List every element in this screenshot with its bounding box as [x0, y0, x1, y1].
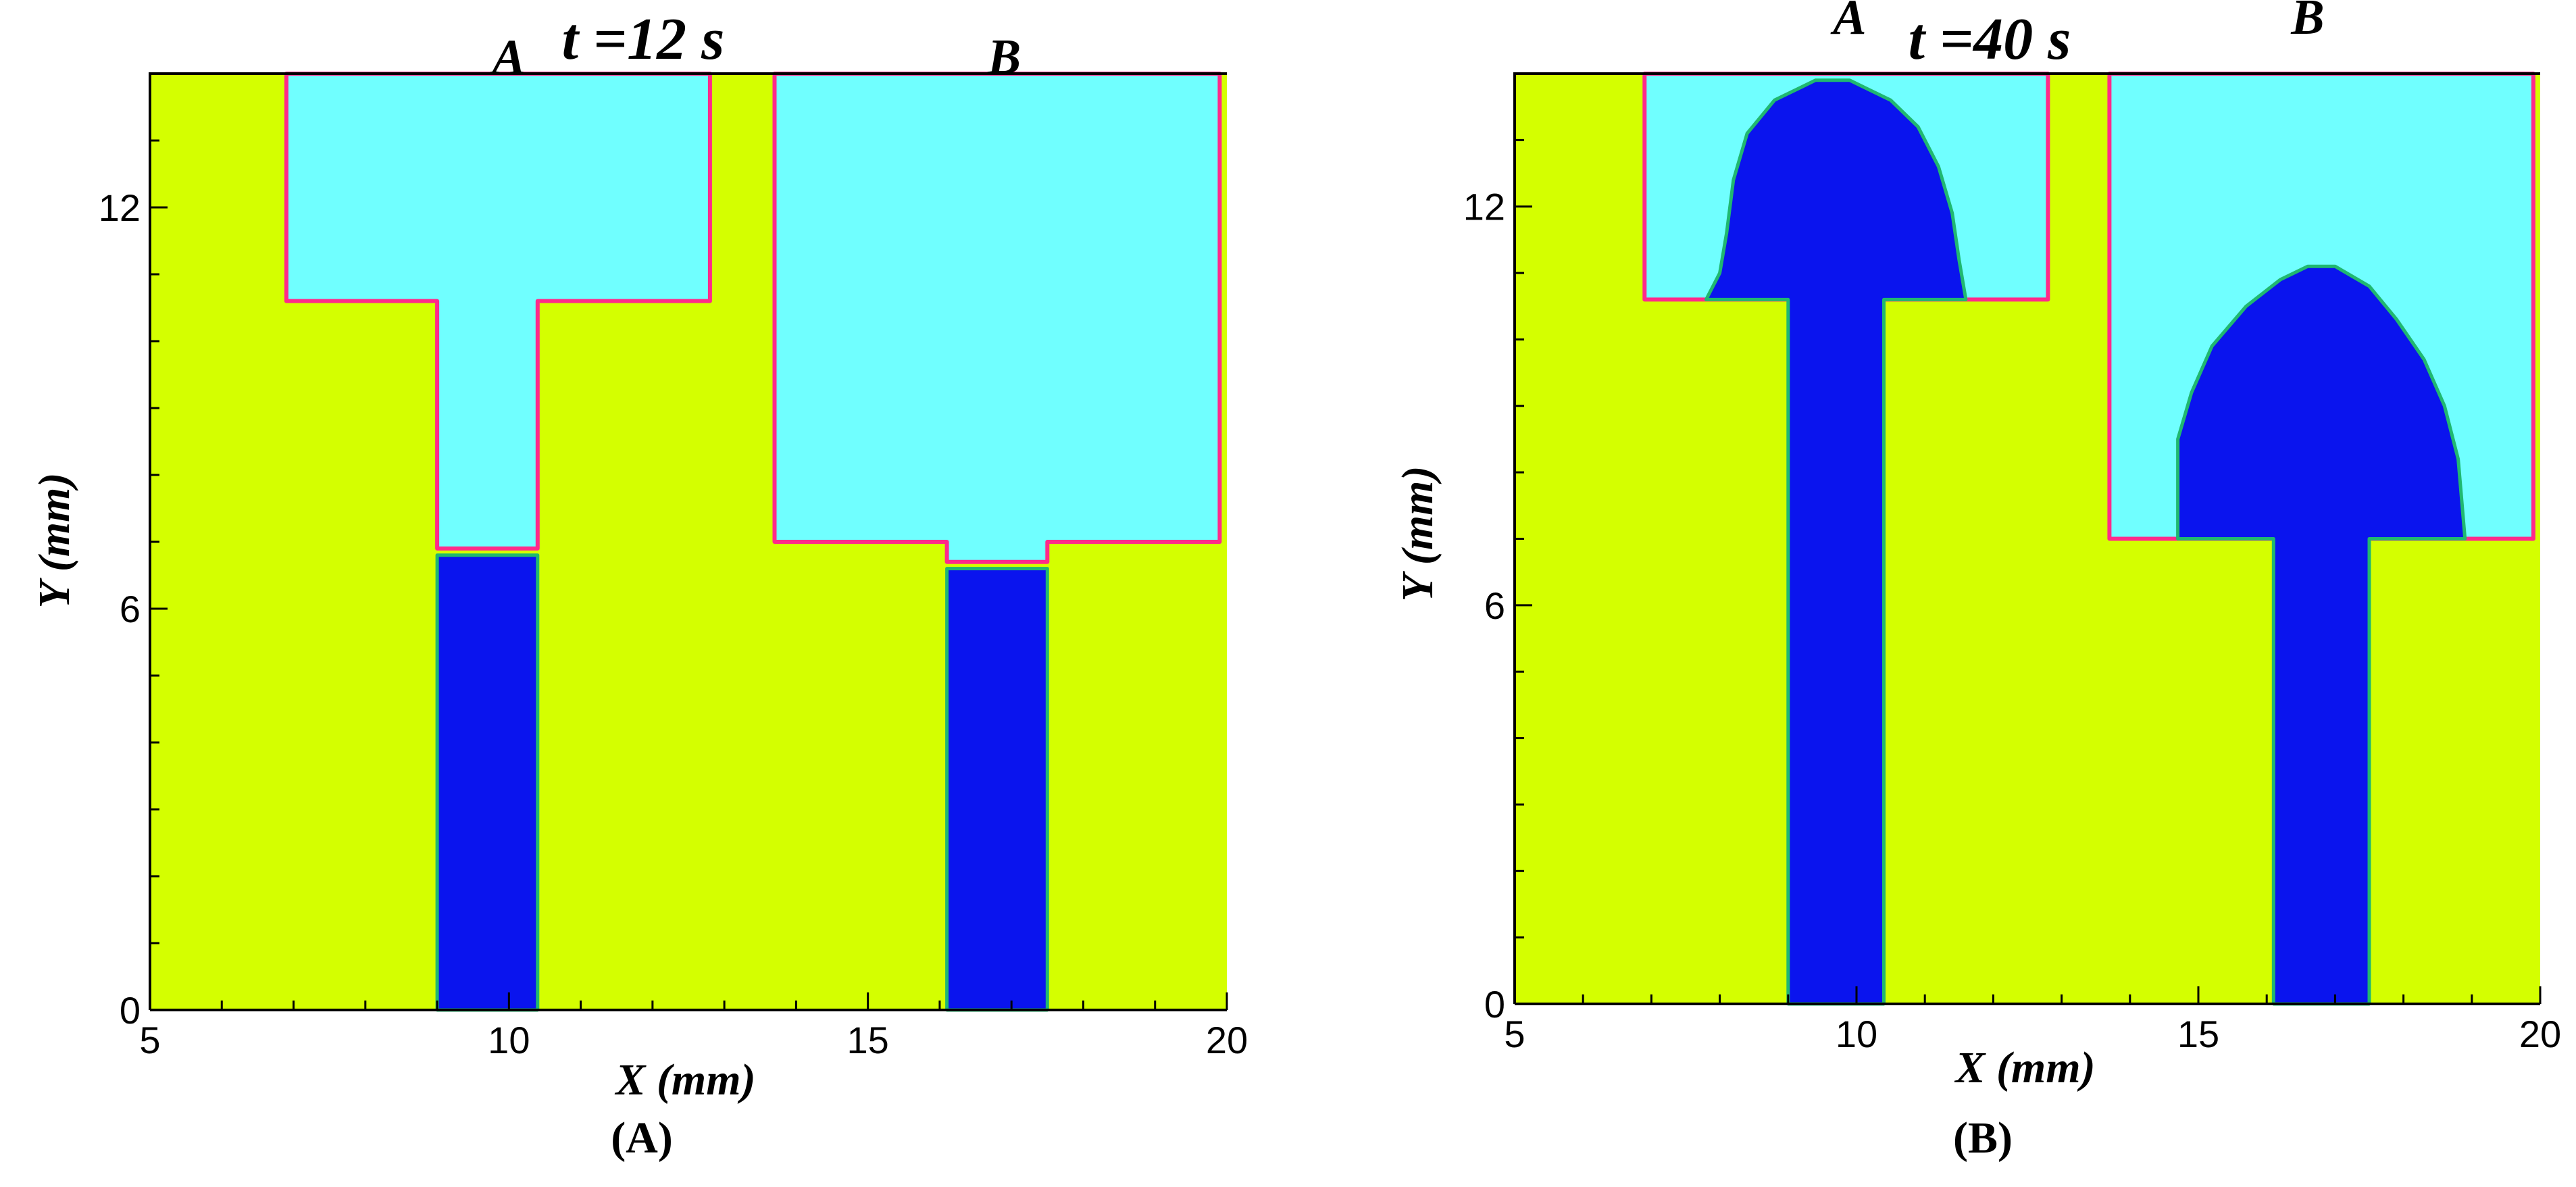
panel-b-y-tick-label: 12	[1463, 186, 1505, 228]
panel-a-ambient-zones	[284, 72, 1222, 564]
panel-b-region-label-b: B	[2290, 0, 2324, 45]
panel-b-x-tick-label: 15	[2177, 1013, 2219, 1055]
panel-a-ticks: 5 10 15 20 0 6 12	[99, 72, 1248, 1061]
panel-a-x-tick-label: 20	[1206, 1019, 1248, 1061]
panel-a-x-tick-label: 15	[847, 1019, 889, 1061]
panel-a-ambient-zone-2	[772, 72, 1222, 564]
panel-b-title: t =40 s	[1909, 7, 2071, 72]
panel-b-region-label-a: A	[1830, 0, 1866, 45]
panel-b-x-tick-label: 5	[1504, 1013, 1525, 1055]
panel-a-x-tick-label: 10	[488, 1019, 530, 1061]
panel-a-y-tick-label: 12	[99, 186, 141, 229]
panel-a-caption: (A)	[611, 1113, 673, 1163]
panel-b-y-axis-label: Y (mm)	[1393, 466, 1442, 602]
panel-b-caption: (B)	[1953, 1113, 2013, 1163]
panel-a-title: t =12 s	[562, 7, 725, 72]
panel-a-y-tick-label: 6	[120, 588, 141, 630]
panel-b-ticks: 5 10 15 20 0 6 12	[1463, 72, 2561, 1055]
panel-a-region-label-a: A	[490, 30, 526, 85]
panel-b-x-tick-label: 10	[1836, 1013, 1877, 1055]
panel-b-front-region-1	[1704, 78, 1968, 1006]
panel-a-x-axis-label: X (mm)	[614, 1055, 755, 1105]
panel-b-x-axis-label: X (mm)	[1954, 1043, 2095, 1092]
panel-a-x-tick-label: 5	[139, 1019, 160, 1061]
panel-a-front-region-1	[435, 553, 540, 1012]
panel-a-front-region-2	[945, 567, 1049, 1012]
panel-b-front-regions	[1704, 78, 2467, 1006]
panel-a-y-tick-label: 0	[120, 989, 141, 1032]
panel-b-front-region-2	[2176, 264, 2467, 1006]
panel-b-x-tick-label: 20	[2519, 1013, 2561, 1055]
panel-a-front-regions	[435, 553, 1049, 1012]
panel-b-y-tick-label: 0	[1484, 983, 1505, 1026]
panel-a-region-label-b: B	[987, 30, 1021, 85]
panel-a-y-axis-label: Y (mm)	[30, 473, 79, 609]
panel-b-y-tick-label: 6	[1484, 584, 1505, 627]
panel-a-ambient-zone-1	[284, 72, 712, 551]
